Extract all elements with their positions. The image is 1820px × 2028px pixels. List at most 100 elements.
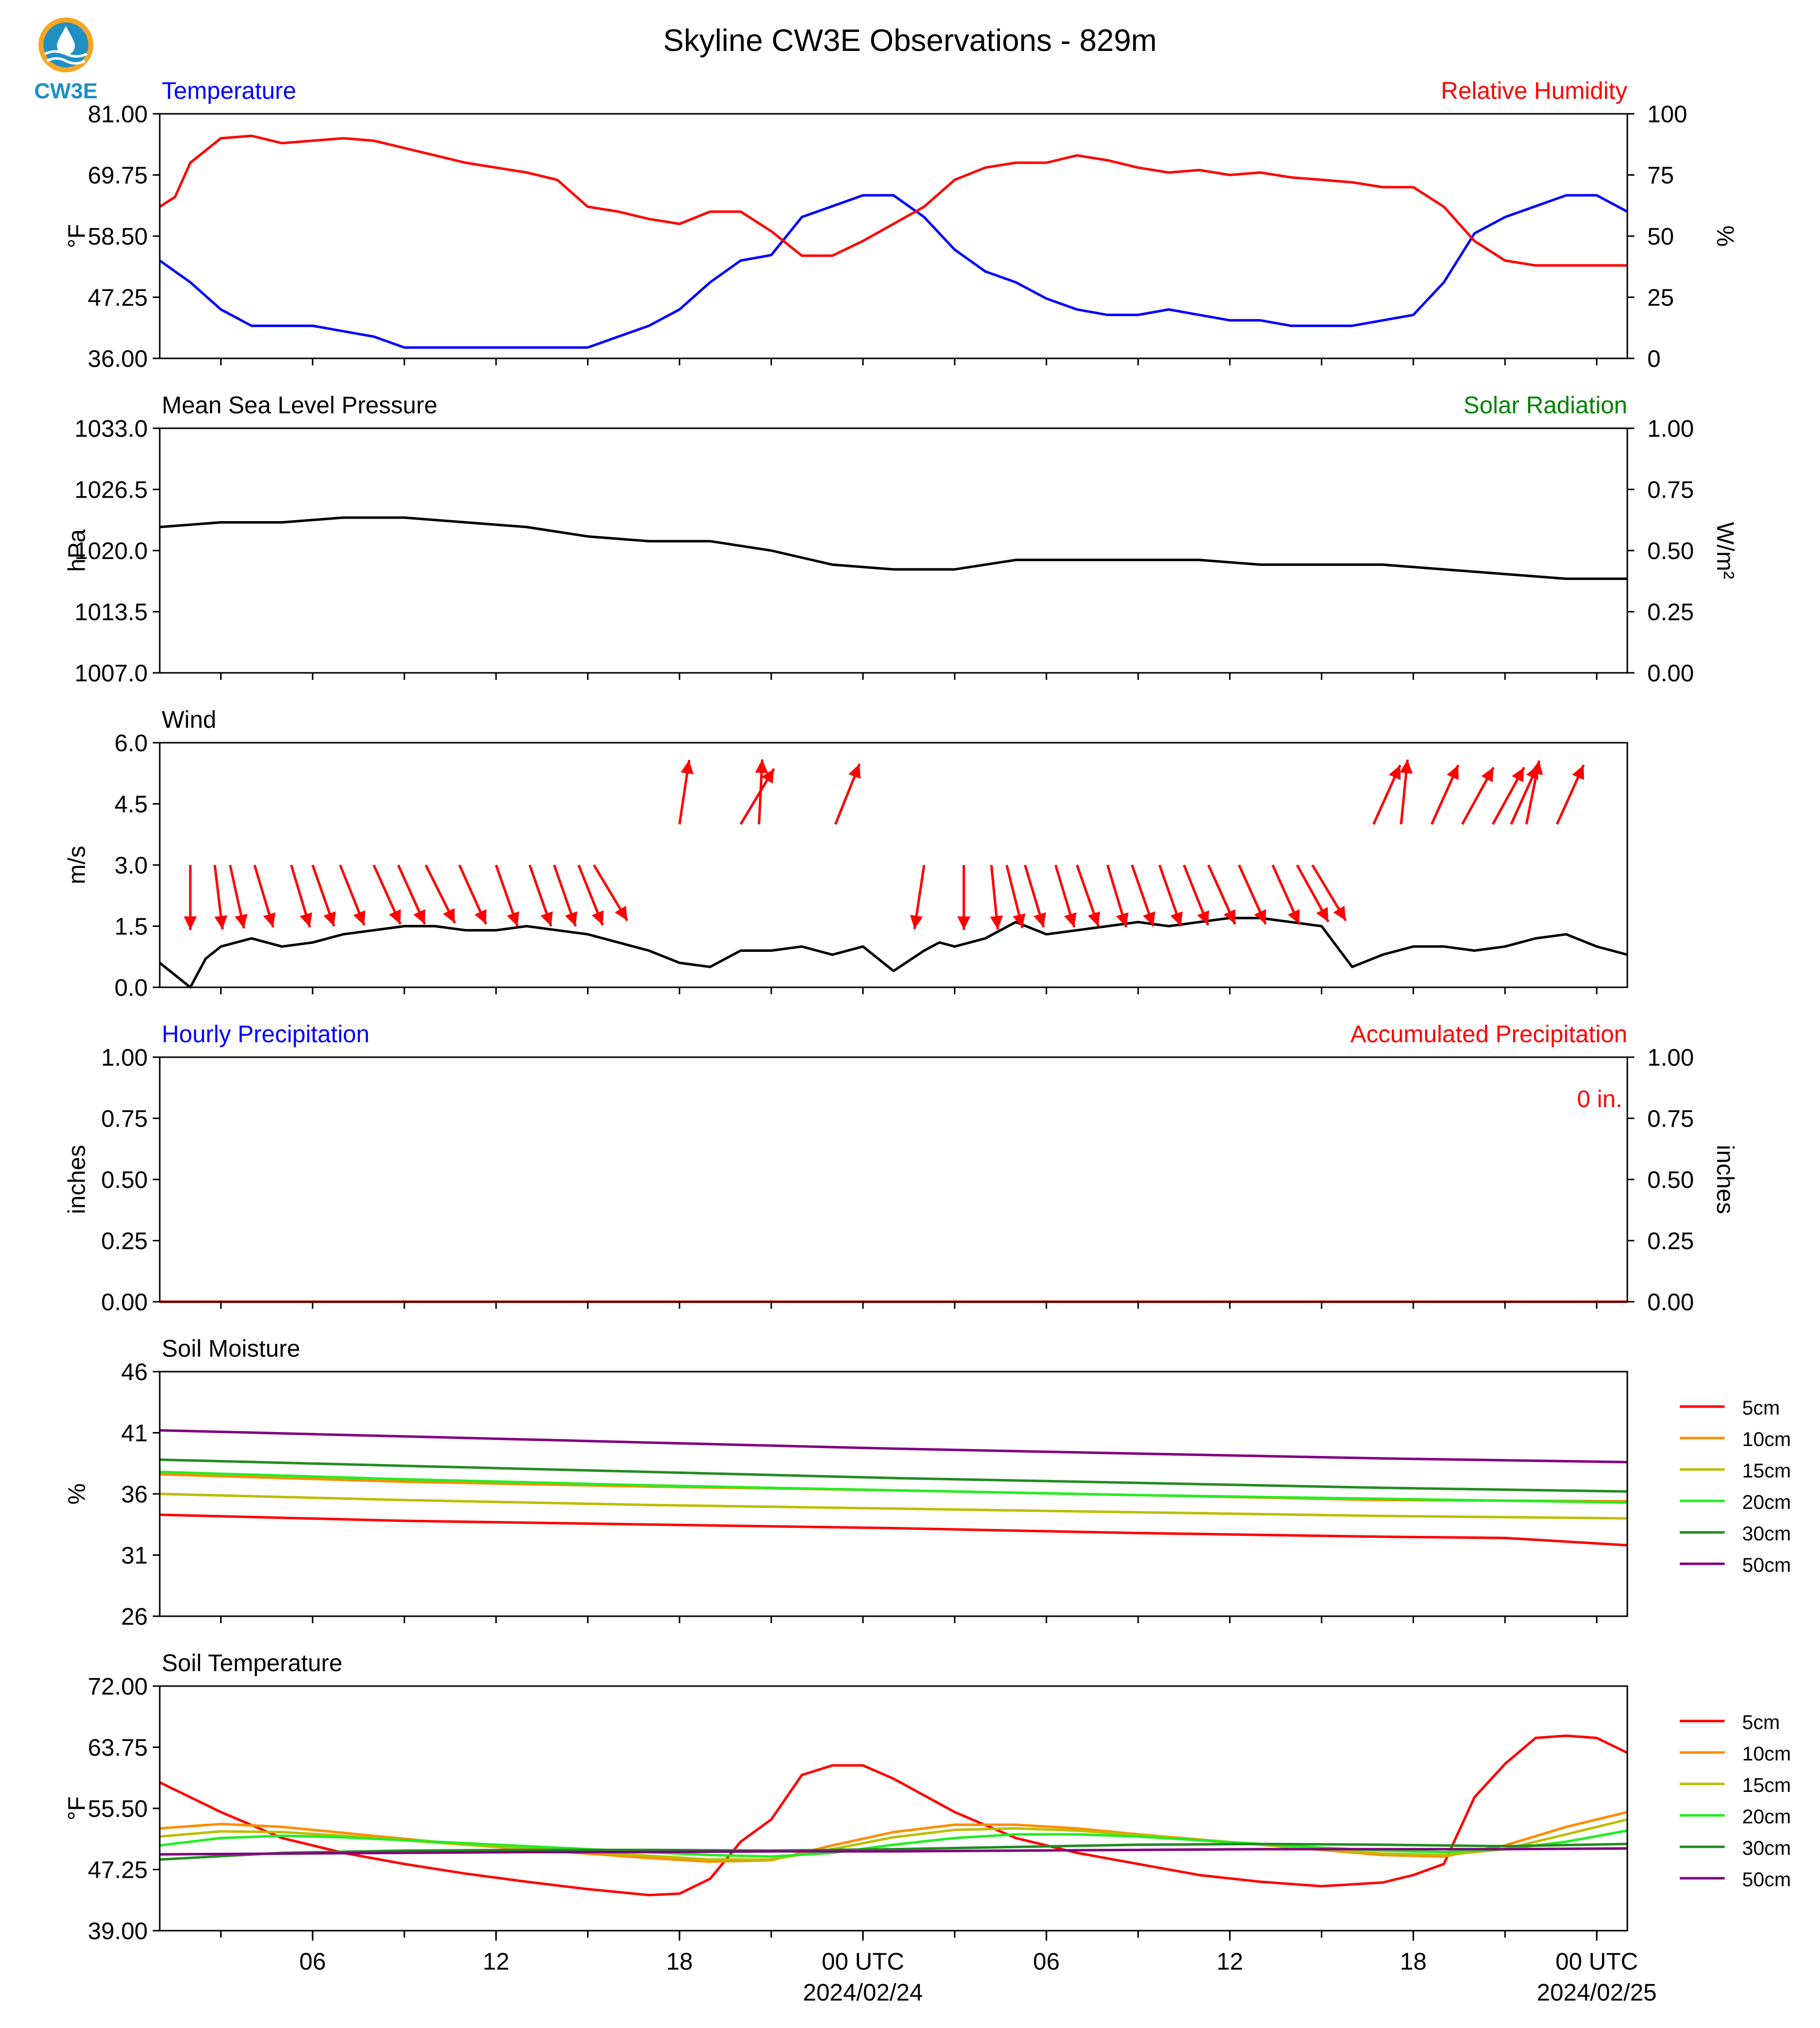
panel-temperature: 36.00 47.25 58.50 69.75 81.00 0 25 50 75 100 °F % Te… [64, 78, 1738, 372]
ytick-label: 36.00 [88, 346, 148, 372]
wind-arrow-head-34 [1316, 906, 1329, 922]
wind-arrow-head-25 [1064, 912, 1077, 927]
ytick-label: 81.00 [88, 101, 148, 128]
wind-arrow-head-21 [957, 916, 970, 930]
wind-arrow-head-13 [565, 911, 578, 926]
panel-title-wind: Wind [162, 707, 216, 733]
wind-arrow-head-36 [1388, 765, 1401, 780]
wind-arrow-head-37 [1400, 759, 1413, 774]
wind-arrow-head-18 [755, 759, 768, 774]
ytick-label: 1026.5 [74, 477, 148, 504]
legend-label-10cm: 10cm [1742, 1429, 1791, 1450]
wind-arrow-head-40 [1512, 767, 1524, 783]
ytick-label: 69.75 [88, 163, 148, 189]
legend-label-5cm: 5cm [1742, 1712, 1780, 1734]
series-line-soil_moisture-50cm [159, 1429, 1628, 1463]
ytick-label: 1.5 [114, 914, 148, 940]
ylabel-right-precipitation: inches [1712, 1145, 1738, 1214]
series-line-soil_moisture-20cm [159, 1470, 1628, 1504]
panel-title-soil_moisture: Soil Moisture [162, 1336, 300, 1362]
ylabel-soil_moisture: % [64, 1483, 90, 1505]
legend-label-20cm: 20cm [1742, 1806, 1791, 1828]
wind-arrow-head-16 [680, 760, 694, 775]
ytick-label: 6.0 [114, 730, 148, 757]
series-line-wind-0 [159, 916, 1628, 989]
wind-arrow-head-6 [353, 910, 365, 925]
series-line-soil_temperature-10cm [159, 1810, 1628, 1863]
legend-label-15cm: 15cm [1742, 1460, 1791, 1482]
wind-arrow-head-0 [184, 916, 197, 930]
ylabel-precipitation: inches [64, 1145, 90, 1214]
ytick-right-label: 50 [1647, 224, 1674, 250]
ytick-label: 1.00 [101, 1045, 148, 1071]
legend-label-5cm: 5cm [1742, 1397, 1780, 1419]
wind-arrow-head-30 [1197, 910, 1210, 925]
series-line-pressure-0 [159, 516, 1627, 580]
panel-title-pressure: Mean Sea Level Pressure [162, 392, 437, 419]
wind-arrow-head-9 [443, 908, 455, 923]
ylabel-pressure: hPa [64, 529, 90, 572]
ytick-label: 31 [121, 1543, 148, 1569]
panel-frame-soil_moisture [159, 1371, 1628, 1617]
xtick-label: 06 [1033, 1949, 1060, 1975]
legend-soil_temperature: 5cm 10cm 15cm 20cm 30cm 50cm [1680, 1712, 1791, 1891]
ytick-right-label: 75 [1647, 163, 1674, 189]
wind-arrow-head-10 [474, 909, 487, 924]
ytick-label: 47.25 [88, 1857, 148, 1884]
wind-arrow-head-3 [263, 912, 276, 927]
ytick-label: 4.5 [114, 792, 148, 818]
ytick-right-label: 0.00 [1647, 1289, 1694, 1316]
logo-text: CW3E [34, 79, 98, 103]
wind-arrow-head-7 [389, 909, 401, 924]
ytick-label: 63.75 [88, 1735, 148, 1761]
ytick-label: 46 [121, 1359, 148, 1386]
wind-arrow-head-22 [990, 915, 1003, 930]
wind-arrow-head-42 [1530, 760, 1543, 775]
cw3e-logo-icon [38, 17, 93, 72]
series-line-soil_temperature-30cm [159, 1842, 1628, 1861]
ytick-label: 58.50 [88, 224, 148, 250]
wind-arrow-head-35 [1333, 905, 1346, 921]
panels: 36.00 47.25 58.50 69.75 81.00 0 25 50 75 100 °F % Te… [64, 78, 1791, 2006]
series-line-soil_temperature-20cm [159, 1829, 1628, 1858]
wind-arrow-head-43 [1572, 765, 1584, 780]
panel-precipitation: 0.00 0.25 0.50 0.75 1.00 0.00 0.25 0.50 0.75 1.00… [64, 1021, 1738, 1316]
ytick-right-label: 0.25 [1647, 1228, 1694, 1255]
wind-arrow-head-17 [761, 768, 774, 784]
panel-title-soil_temperature: Soil Temperature [162, 1650, 342, 1677]
ytick-label: 26 [121, 1604, 148, 1630]
panel-right-title-temperature: Relative Humidity [1441, 78, 1627, 104]
xtick-label: 12 [1216, 1949, 1243, 1975]
series-line-soil_temperature-5cm [159, 1735, 1628, 1897]
panel-frame-pressure [159, 427, 1628, 674]
xtick-label: 00 UTC [1555, 1949, 1638, 1975]
ytick-right-label: 25 [1647, 285, 1674, 311]
wind-arrow-head-33 [1287, 909, 1300, 924]
wind-arrow-head-28 [1143, 911, 1156, 926]
legend-label-10cm: 10cm [1742, 1743, 1791, 1765]
wind-arrow-head-38 [1447, 765, 1459, 780]
wind-arrow-head-39 [1481, 767, 1494, 783]
legend-label-30cm: 30cm [1742, 1837, 1791, 1859]
ytick-label: 55.50 [88, 1796, 148, 1822]
series-line-soil_moisture-30cm [159, 1458, 1628, 1493]
legend-soil_moisture: 5cm 10cm 15cm 20cm 30cm 50cm [1680, 1397, 1791, 1576]
wind-arrow-head-19 [848, 764, 861, 779]
ytick-label: 0.75 [101, 1106, 148, 1133]
ytick-right-label: 0.50 [1647, 538, 1694, 565]
date-label: 2024/02/24 [803, 1980, 923, 2006]
legend-label-50cm: 50cm [1742, 1554, 1791, 1576]
ytick-label: 0.00 [101, 1289, 148, 1316]
legend-label-20cm: 20cm [1742, 1491, 1791, 1513]
wind-arrow-head-5 [323, 911, 336, 926]
panel-frame-precipitation [159, 1056, 1628, 1303]
series-line-temperature-1 [159, 134, 1627, 267]
legend-label-15cm: 15cm [1742, 1774, 1791, 1796]
wind-arrow-head-1 [214, 915, 228, 930]
ytick-label: 41 [121, 1421, 148, 1447]
series-line-soil_temperature-50cm [159, 1847, 1628, 1856]
ytick-label: 0.0 [114, 975, 148, 1001]
ytick-right-label: 1.00 [1647, 416, 1694, 442]
wind-arrow-head-24 [1033, 912, 1046, 927]
xtick-label: 06 [300, 1949, 326, 1975]
